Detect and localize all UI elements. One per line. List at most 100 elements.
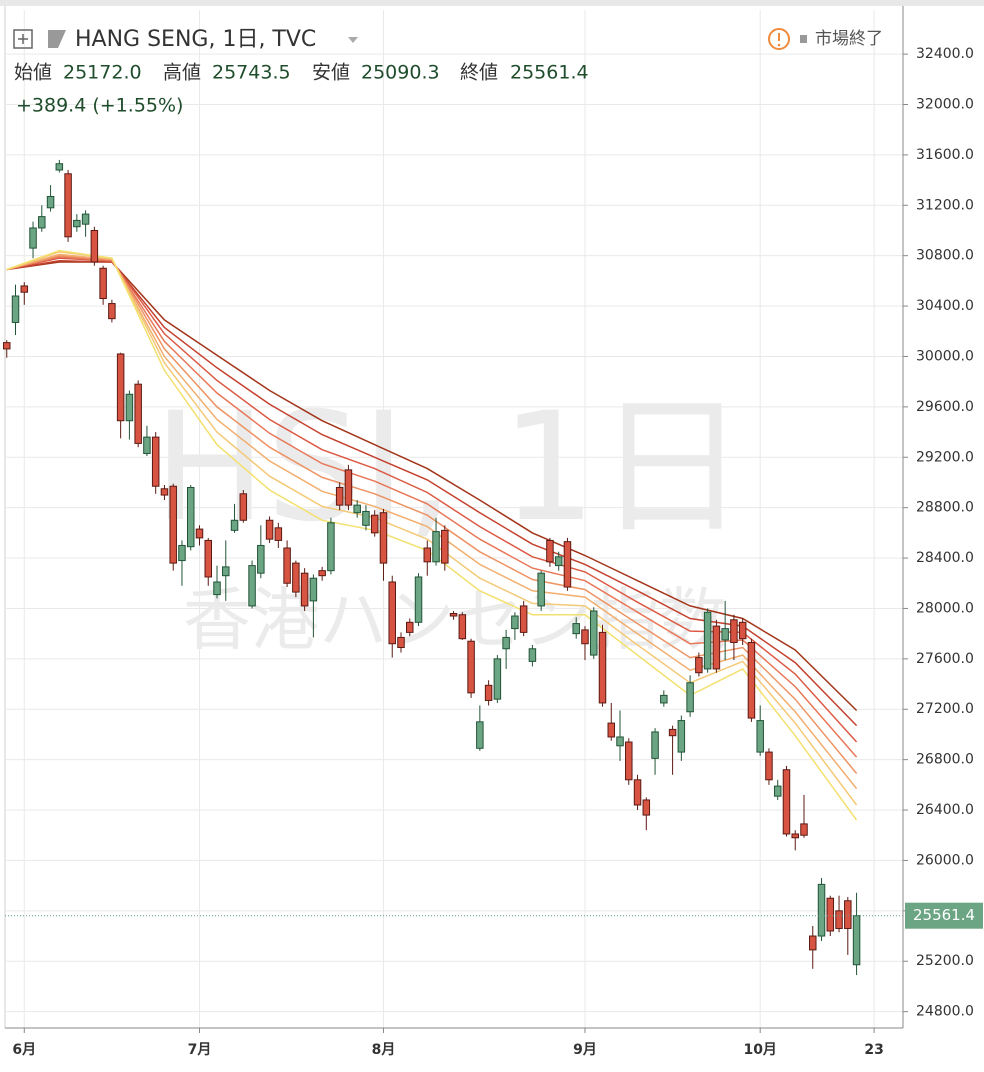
candle-body (81, 213, 90, 225)
axes: 24800.025200.025600.026000.026400.026800… (12, 46, 983, 1058)
candle-body (458, 614, 467, 640)
candle-body (309, 577, 318, 602)
candle-body (397, 636, 405, 649)
candle-body (765, 751, 773, 781)
candle-body (852, 915, 861, 966)
y-tick-label: 27200.0 (916, 701, 974, 717)
last-price-label: 25561.4 (913, 906, 975, 924)
candle-body (432, 531, 440, 563)
x-tick-label: 23 (864, 1042, 883, 1058)
candle-body (38, 216, 46, 229)
candle-body (370, 514, 379, 534)
candle-body (738, 621, 747, 640)
y-tick-label: 32400.0 (916, 46, 974, 62)
candle-body (178, 544, 186, 562)
candle-body (292, 562, 300, 593)
candle-body (528, 648, 537, 662)
candle-body (222, 566, 230, 577)
y-tick-label: 26000.0 (916, 852, 974, 868)
candle-body (651, 731, 659, 759)
candle-body (589, 610, 598, 656)
candle-body (388, 581, 396, 645)
candle-body (747, 641, 756, 719)
candle-body (773, 785, 782, 797)
status-square (800, 35, 807, 43)
candle-body (327, 522, 335, 572)
candle-body (143, 436, 151, 454)
ohlc-name: 安値 (312, 62, 350, 84)
candle-body (572, 623, 580, 635)
candle-body (213, 581, 221, 596)
ohlc-value: 25743.5 (212, 62, 291, 84)
candle-body (449, 612, 458, 617)
y-tick-label: 30400.0 (916, 298, 974, 314)
candle-body (695, 657, 703, 674)
candle-body (406, 621, 414, 633)
status-icon-dot (777, 43, 781, 47)
x-tick-label: 8月 (372, 1042, 396, 1058)
candle-body (546, 539, 554, 563)
y-tick-label: 27600.0 (916, 651, 974, 667)
candle-body (230, 519, 239, 531)
candle-body (721, 628, 729, 641)
candle-body (423, 547, 432, 563)
last-price-box (905, 902, 983, 929)
candle-body (362, 510, 370, 526)
candle-body (239, 493, 248, 521)
candle-body (344, 469, 353, 506)
candles (3, 159, 903, 976)
y-tick-label: 32000.0 (916, 96, 974, 112)
candle-body (248, 565, 256, 607)
candle-body (782, 769, 791, 835)
candle-body (668, 728, 677, 737)
header: HANG SENG, 1日, TVC 始値 25172.0 高値 25743.5… (13, 27, 883, 117)
ohlc-name: 高値 (163, 62, 201, 84)
candle-body (511, 615, 519, 630)
candle-body (99, 267, 107, 300)
x-tick-label: 10月 (743, 1042, 776, 1058)
ohlc-name: 始値 (14, 62, 52, 84)
candle-body (476, 721, 484, 749)
candle-body (55, 163, 64, 171)
x-tick-label: 9月 (573, 1042, 597, 1058)
candle-body (817, 883, 826, 937)
candle-body (607, 722, 616, 738)
candle-body (633, 779, 642, 806)
candle-body (598, 631, 607, 704)
candle-body (29, 227, 37, 249)
candle-body (265, 519, 274, 540)
candle-body (379, 512, 388, 564)
y-tick-label: 30800.0 (916, 248, 974, 264)
candle-body (90, 229, 99, 263)
candle-body (441, 529, 449, 564)
candle-body (844, 900, 852, 929)
change: +389.4 (+1.55%) (16, 95, 183, 117)
candle-body (3, 342, 11, 350)
flag-icon (48, 30, 66, 48)
status-icon[interactable] (768, 28, 790, 50)
y-tick-label: 25200.0 (916, 953, 974, 969)
candle-body (519, 605, 528, 633)
ribbon-line (6, 251, 858, 806)
candle-body (195, 528, 204, 539)
ohlc-name: 終値 (460, 62, 498, 84)
candle-body (563, 541, 572, 588)
candle-body (642, 799, 651, 816)
expand-icon[interactable] (13, 29, 33, 49)
candle-body (11, 295, 20, 323)
dropdown-arrow[interactable] (348, 37, 358, 43)
candle-body (64, 173, 72, 238)
ohlc-value: 25561.4 (510, 62, 589, 84)
symbol-title: HANG SENG, 1日, TVC (75, 27, 316, 52)
candle-body (467, 640, 475, 694)
y-tick-label: 26400.0 (916, 802, 974, 818)
candle-body (414, 576, 423, 623)
candle-body (800, 823, 808, 836)
candle-body (493, 658, 502, 700)
candle-body (134, 383, 142, 444)
candle-body (809, 935, 817, 951)
candle-body (151, 436, 160, 487)
grid (5, 10, 903, 1028)
candle-body (791, 833, 799, 839)
candle-body (756, 720, 764, 753)
